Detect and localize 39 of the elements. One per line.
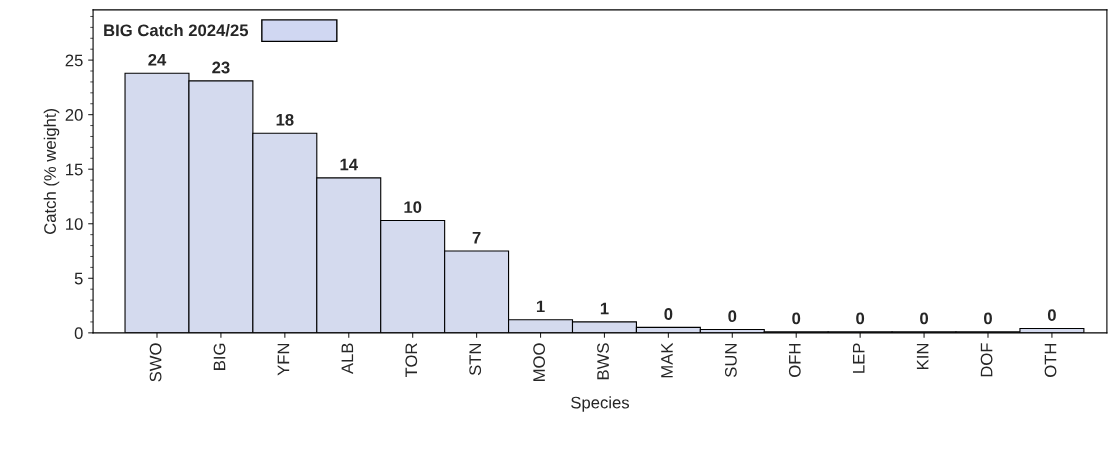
x-tick-label: MAK [661,342,673,378]
data-label: 14 [340,158,358,171]
x-tick-label: TOR [405,343,418,378]
legend-label: BIG Catch 2024/25 [104,24,249,37]
data-label: 0 [984,312,992,325]
data-label: 0 [664,308,673,320]
x-tick-label: LEP [852,343,865,373]
data-label: 0 [856,312,865,325]
x-axis-title: Species [571,396,630,412]
y-tick-label: 25 [65,54,83,67]
y-tick-label: 0 [74,327,83,340]
data-label: 0 [920,312,929,325]
x-tick-label: SUN [724,343,737,377]
x-tick-label: BWS [597,343,609,380]
data-label: 10 [404,201,422,214]
data-label: 0 [1047,309,1056,322]
y-tick-label: 20 [65,109,83,121]
data-label: 7 [472,231,481,244]
x-tick-label: YFN [277,343,290,376]
x-tick-label: KIN [916,343,929,369]
x-tick-label: SWO [149,343,162,382]
data-label: 24 [148,53,167,66]
x-tick-label: ALB [341,343,354,375]
x-tick-label: BIG [213,343,226,370]
data-label: 18 [276,113,294,126]
data-label: 0 [792,312,801,325]
data-label: 23 [212,61,230,74]
y-tick-label: 10 [66,218,83,230]
y-tick-label: 5 [74,272,83,285]
x-tick-label: STN [469,343,482,376]
data-label: 0 [728,310,737,323]
y-axis-title: Catch (% weight) [43,108,60,234]
data-label: 1 [600,302,609,315]
data-label: 1 [536,300,545,313]
x-tick-label: MOO [533,343,546,381]
x-tick-label: OTH [1044,343,1057,377]
x-tick-label: DOF [980,343,993,377]
y-tick-label: 15 [66,163,83,176]
x-tick-label: OFH [788,343,801,377]
